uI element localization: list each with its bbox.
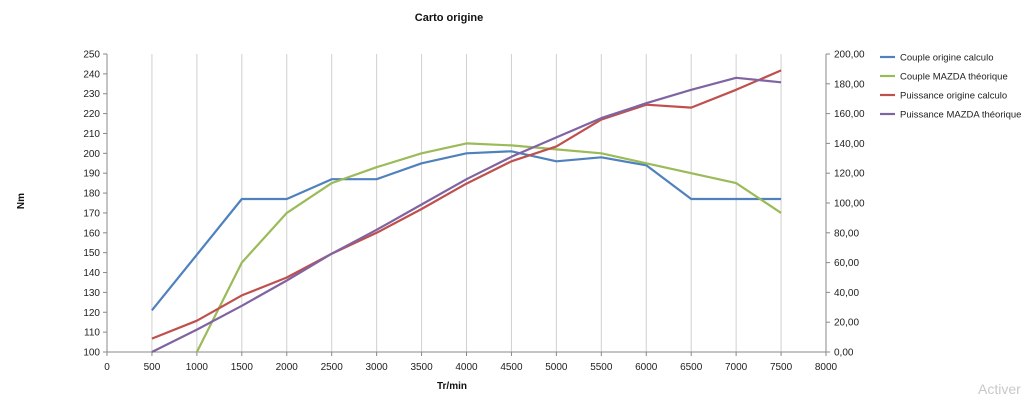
x-tick-label: 3500 [410, 362, 433, 373]
x-tick-label: 2000 [276, 362, 299, 373]
y-tick-label: 110 [84, 328, 100, 339]
y-tick-label: 200 [83, 149, 100, 160]
y-tick-label: 130 [83, 288, 100, 299]
y2-tick-label: 80,00 [834, 228, 859, 239]
y2-tick-label: 160,00 [834, 109, 865, 120]
x-tick-label: 1500 [231, 362, 254, 373]
y2-tick-label: 100,00 [834, 199, 865, 210]
y2-tick-label: 140,00 [834, 139, 865, 150]
series-line-2 [195, 142, 782, 353]
y-tick-label: 230 [83, 89, 100, 100]
y-tick-labels: 100 110 120 130 140 150 160 170 180 190 200 210 220 2… [83, 50, 107, 359]
y-axis-label: Nm [16, 193, 27, 209]
x-tick-label: 5000 [545, 362, 568, 373]
legend-label: Puissance MAZDA théorique [900, 110, 1021, 121]
x-tick-label: 500 [144, 362, 161, 373]
legend-label: Couple origine calculo [900, 53, 993, 64]
y-tick-label: 220 [83, 109, 100, 120]
y-tick-label: 170 [83, 208, 100, 219]
y2-tick-labels: 0,00 20,00 40,00 60,00 80,00 100,00 120,00 140,… [826, 50, 865, 359]
series-line-3 [151, 69, 782, 340]
gridlines [151, 54, 827, 352]
y2-tick-label: 200,00 [834, 50, 865, 61]
legend-label: Puissance origine calculo [900, 91, 1007, 102]
x-tick-label: 5500 [590, 362, 613, 373]
y-tick-label: 120 [83, 308, 100, 319]
legend: Couple origine calculo Couple MAZDA théor… [880, 53, 1021, 121]
y-tick-label: 160 [83, 228, 100, 239]
y2-tick-label: 60,00 [834, 258, 859, 269]
x-tick-label: 6500 [680, 362, 703, 373]
x-axis-label: Tr/min [437, 381, 467, 392]
watermark-text: Activer [978, 381, 1021, 397]
y-tick-label: 140 [83, 268, 100, 279]
y-tick-label: 190 [83, 169, 100, 180]
x-tick-label: 7500 [770, 362, 793, 373]
x-tick-label: 6000 [635, 362, 658, 373]
x-tick-labels: 0 500 1000 1500 2000 2500 3000 3500 4000 4500 5000… [104, 352, 838, 373]
y-tick-label: 150 [83, 248, 100, 259]
y2-tick-label: 40,00 [834, 288, 859, 299]
x-tick-label: 0 [104, 362, 110, 373]
series-lines [151, 69, 782, 353]
series-line-1 [151, 150, 782, 311]
y-tick-label: 240 [83, 69, 100, 80]
chart-title: Carto origine [415, 12, 483, 24]
y-tick-label: 100 [83, 348, 100, 359]
y-tick-label: 210 [83, 129, 100, 140]
y2-tick-label: 120,00 [834, 169, 865, 180]
x-tick-label: 7000 [725, 362, 748, 373]
x-tick-label: 1000 [186, 362, 209, 373]
x-tick-label: 3000 [366, 362, 389, 373]
y-tick-label: 250 [83, 50, 100, 61]
y2-tick-label: 20,00 [834, 318, 859, 329]
y2-tick-label: 0,00 [834, 348, 854, 359]
y-tick-label: 180 [83, 189, 100, 200]
legend-label: Couple MAZDA théorique [900, 72, 1008, 83]
series-line-4 [151, 76, 782, 353]
x-tick-label: 4000 [455, 362, 478, 373]
x-tick-label: 8000 [815, 362, 838, 373]
y2-tick-label: 180,00 [834, 79, 865, 90]
x-tick-label: 4500 [500, 362, 523, 373]
x-tick-label: 2500 [321, 362, 344, 373]
